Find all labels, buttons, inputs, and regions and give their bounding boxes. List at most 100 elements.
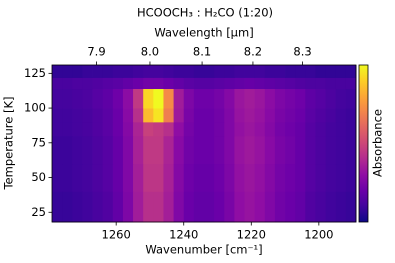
heatmap-cell [72, 121, 83, 137]
heatmap-cell [102, 108, 114, 123]
heatmap-cell [264, 135, 276, 165]
heatmap-cell [183, 65, 195, 78]
heatmap-cell [153, 88, 164, 109]
y-axis-label: Temperature [K] [2, 96, 16, 190]
heatmap-cell [214, 88, 225, 109]
heatmap-cell [143, 135, 154, 165]
heatmap-cell [315, 88, 326, 109]
heatmap-cell [153, 121, 164, 137]
heatmap-cell [335, 135, 347, 165]
heatmap-cell [163, 88, 174, 109]
heatmap-cell [52, 163, 63, 192]
heatmap-cell [92, 108, 104, 123]
heatmap-cell [102, 77, 114, 90]
heatmap-cell [204, 191, 215, 223]
heatmap-cell [72, 163, 83, 192]
heatmap-cell [92, 191, 104, 223]
heatmap-cell [204, 108, 215, 123]
heatmap-cell [214, 121, 225, 137]
heatmap-cell [285, 108, 296, 123]
heatmap-cell [325, 191, 337, 223]
heatmap-cell [143, 121, 154, 137]
heatmap-cell [163, 163, 174, 192]
heatmap-cell [62, 77, 73, 90]
heatmap-cell [264, 191, 276, 223]
heatmap-cell [325, 88, 337, 109]
heatmap-cell [204, 121, 215, 137]
heatmap-cell [173, 108, 185, 123]
heatmap-cell [193, 65, 205, 78]
heatmap-cell [92, 65, 104, 78]
heatmap-cell [82, 121, 93, 137]
heatmap-cell [335, 65, 347, 78]
colorbar-label: Absorbance [371, 109, 385, 177]
heatmap-cell [335, 77, 347, 90]
heatmap-cell [153, 77, 164, 90]
heatmap-cell [335, 121, 347, 137]
heatmap-cell [173, 121, 185, 137]
heatmap-cell [214, 77, 225, 90]
heatmap-cell [254, 163, 266, 192]
heatmap-cell [143, 65, 154, 78]
heatmap-cell [62, 88, 73, 109]
heatmap-cell [173, 88, 185, 109]
heatmap-cell [305, 108, 316, 123]
heatmap-cell [244, 163, 256, 192]
heatmap-cell [173, 77, 185, 90]
heatmap-cell [82, 88, 93, 109]
heatmap-cell [62, 121, 73, 137]
heatmap-cell [204, 65, 215, 78]
heatmap-cell [193, 163, 205, 192]
y-tick-label: 100 [24, 101, 46, 115]
heatmap-cell [62, 108, 73, 123]
heatmap-cell [264, 65, 276, 78]
heatmap-cell [345, 77, 357, 90]
heatmap-cell [92, 121, 104, 137]
heatmap-cell [325, 77, 337, 90]
heatmap-cell [133, 163, 144, 192]
x2-tick-label: 7.9 [87, 45, 105, 59]
heatmap-cell [254, 121, 266, 137]
heatmap-cell [224, 88, 235, 109]
heatmap-cell [305, 135, 316, 165]
heatmap-cell [183, 191, 195, 223]
heatmap-cell [295, 121, 306, 137]
heatmap-cell [305, 88, 316, 109]
heatmap-cell [163, 121, 174, 137]
heatmap-cell [204, 163, 215, 192]
x2-tick-label: 8.1 [193, 45, 211, 59]
heatmap-cell [122, 88, 134, 109]
y-tick-label: 25 [31, 205, 46, 219]
heatmap-cell [52, 65, 63, 78]
x2-tick-label: 8.3 [293, 45, 311, 59]
heatmap-cell [244, 88, 256, 109]
heatmap-cell [345, 108, 357, 123]
heatmap-cell [345, 191, 357, 223]
heatmap-cell [173, 191, 185, 223]
heatmap-cell [345, 135, 357, 165]
heatmap-cell [72, 191, 83, 223]
heatmap-cell [315, 135, 326, 165]
heatmap-cell [183, 108, 195, 123]
heatmap-cell [173, 135, 185, 165]
heatmap-cell [153, 163, 164, 192]
heatmap-cell [335, 163, 347, 192]
colorbar [358, 64, 369, 223]
heatmap-cell [335, 108, 347, 123]
heatmap-cell [234, 77, 245, 90]
heatmap-cell [274, 135, 286, 165]
heatmap-cell [102, 163, 114, 192]
heatmap-cell [183, 121, 195, 137]
heatmap-cell [305, 163, 316, 192]
heatmap-cell [62, 163, 73, 192]
heatmap-cell [285, 191, 296, 223]
heatmap-cell [274, 77, 286, 90]
heatmap-cell [92, 88, 104, 109]
heatmap-cell [315, 77, 326, 90]
heatmap-cell [173, 163, 185, 192]
heatmap-cell [254, 108, 266, 123]
heatmap-cell [122, 65, 134, 78]
heatmap-cell [82, 65, 93, 78]
heatmap-cell [133, 191, 144, 223]
heatmap-cell [82, 163, 93, 192]
